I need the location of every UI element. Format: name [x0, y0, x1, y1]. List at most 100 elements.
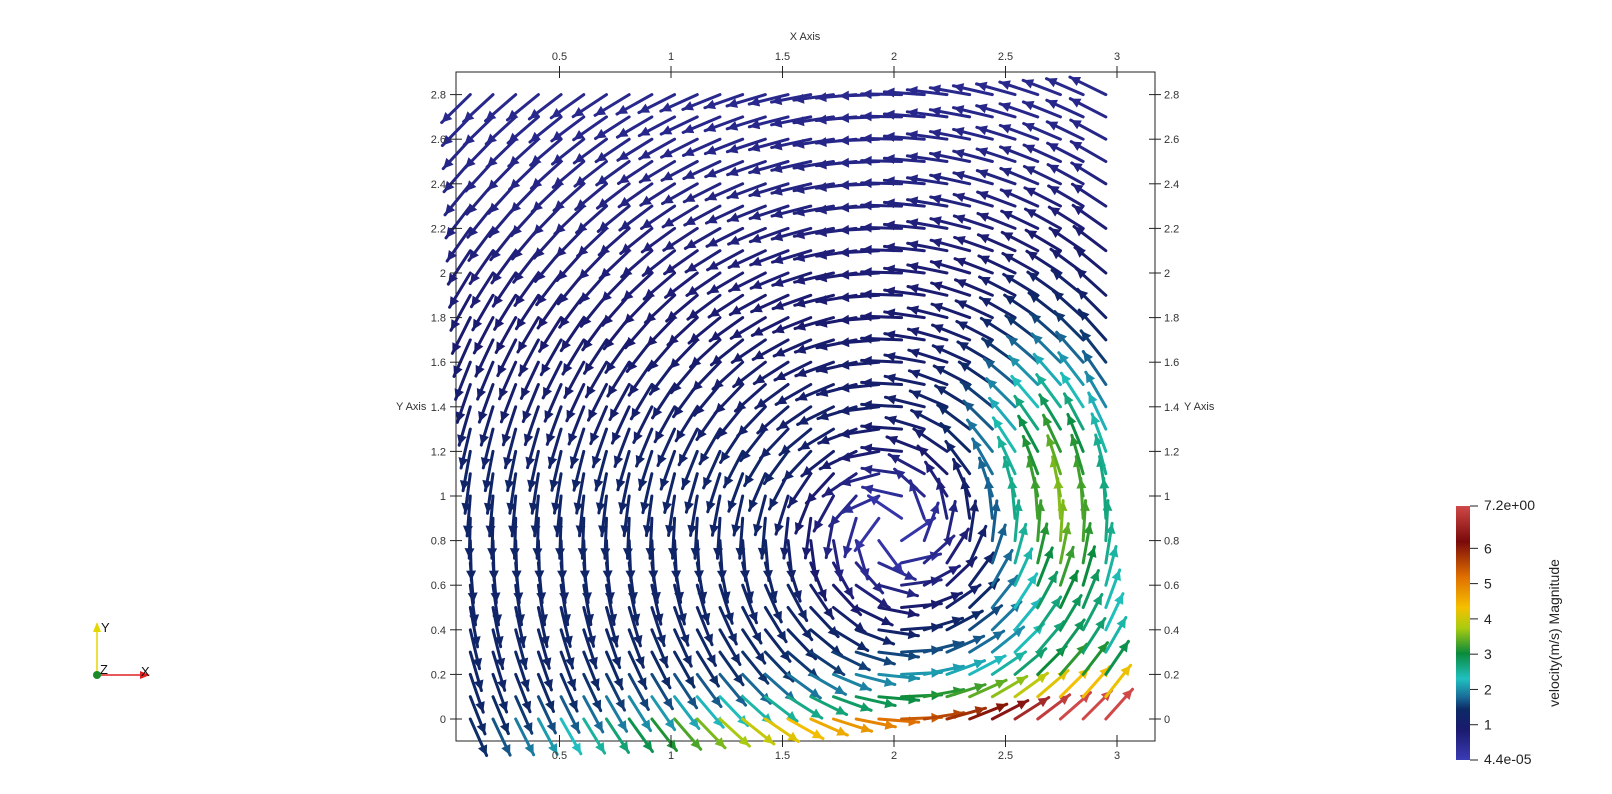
vector-glyph-head: [953, 170, 965, 181]
vector-glyph-head: [908, 327, 920, 337]
vector-glyph-head: [611, 656, 622, 668]
vector-glyph-head: [1005, 315, 1017, 326]
vector-glyph-head: [620, 525, 631, 536]
vector-glyph-head: [817, 387, 829, 397]
vector-glyph-head: [977, 147, 989, 157]
vector-glyph-head: [457, 434, 467, 446]
vector-glyph-head: [637, 478, 648, 490]
vector-glyph-head: [861, 443, 873, 454]
vector-glyph-head: [783, 469, 794, 481]
x-tick-label-bottom: 3: [1114, 750, 1120, 762]
vector-glyph-head: [651, 591, 661, 603]
vector-glyph-head: [935, 385, 947, 396]
vector-glyph-head: [1018, 524, 1028, 536]
vector-glyph-head: [744, 591, 755, 602]
vector-glyph-head: [976, 103, 988, 114]
vector-glyph-head: [465, 157, 476, 168]
vector-glyph-head: [595, 128, 607, 139]
vector-glyph-head: [450, 319, 461, 331]
vector-glyph-head: [627, 360, 638, 372]
vector-glyph-head: [609, 408, 620, 420]
vector-glyph-head: [688, 717, 699, 729]
vector-glyph-head: [816, 159, 827, 170]
vector-glyph-head: [794, 229, 806, 240]
vector-glyph-head: [724, 612, 734, 624]
vector-glyph-head: [788, 495, 799, 507]
vector-glyph-head: [581, 315, 592, 327]
vector-glyph-head: [643, 265, 655, 276]
vector-glyph-head: [575, 199, 587, 210]
vector-glyph-head: [967, 420, 978, 432]
vector-glyph-head: [751, 631, 762, 644]
vector-glyph-head: [979, 276, 991, 286]
vector-glyph-head: [945, 441, 956, 453]
vector-glyph-head: [488, 202, 500, 214]
y-tick-label-right: 1.2: [1164, 446, 1179, 458]
vector-glyph-head: [683, 123, 695, 134]
vector-glyph-head: [546, 433, 556, 445]
vector-glyph-head: [1047, 121, 1059, 131]
vector-glyph-head: [934, 365, 946, 376]
vector-glyph-head: [598, 525, 608, 536]
vector-glyph-head: [1023, 101, 1035, 111]
y-tick-label-right: 0.2: [1164, 669, 1179, 681]
vector-glyph-head: [997, 525, 1007, 537]
vector-glyph-head: [514, 294, 525, 306]
vector-glyph-head: [591, 699, 602, 711]
vector-glyph-head: [519, 364, 529, 376]
vector-glyph-head: [1049, 207, 1061, 217]
vector-glyph-head: [709, 307, 721, 318]
vector-glyph-head: [493, 295, 504, 307]
x-axis-top: 0.5 1 1.5 2 2.5 3: [552, 51, 1120, 78]
vector-glyph-head: [498, 700, 508, 713]
vector-glyph-head: [983, 552, 994, 565]
vector-glyph-head: [955, 257, 967, 267]
vector-glyph-head: [1083, 351, 1094, 363]
vector-glyph-head: [1034, 354, 1045, 366]
vector-glyph-head: [574, 152, 586, 163]
vector-glyph-head: [541, 363, 551, 375]
vector-glyph-head: [795, 321, 806, 331]
vector-glyph-head: [571, 479, 582, 491]
vector-glyph-head: [686, 696, 697, 708]
vector-glyph-head: [892, 561, 903, 573]
vector-glyph-head: [963, 401, 975, 412]
vector-glyph-head: [679, 453, 689, 465]
vector-glyph-head: [703, 476, 713, 488]
vector-glyph-head: [752, 523, 763, 535]
vector-glyph-head: [774, 347, 786, 357]
vector-glyph-head: [600, 548, 611, 559]
vector-glyph-head: [1002, 457, 1012, 469]
vector-glyph-head: [561, 339, 572, 351]
vector-glyph-head: [838, 247, 850, 258]
vector-glyph-head: [763, 733, 774, 744]
vector-glyph-head: [932, 324, 944, 334]
vector-glyph-head: [595, 502, 606, 513]
vector-glyph-head: [786, 569, 797, 581]
vector-glyph-head: [859, 681, 871, 691]
vector-glyph-head: [1050, 228, 1062, 238]
vector-glyph-head: [772, 231, 784, 242]
vector-glyph-head: [500, 410, 510, 422]
vector-glyph-head: [817, 588, 827, 601]
vector-glyph-head: [744, 474, 755, 486]
vector-glyph-head: [641, 218, 653, 229]
y-tick-label-right: 2.8: [1164, 90, 1179, 102]
vector-glyph-head: [648, 359, 659, 371]
vector-glyph-head: [1086, 546, 1097, 558]
vector-glyph-head: [700, 612, 711, 624]
y-tick-label-right: 1.6: [1164, 357, 1179, 369]
x-tick-label-bottom: 0.5: [552, 750, 567, 762]
vector-glyph-head: [878, 597, 890, 608]
vector-glyph-head: [682, 101, 694, 111]
colorbar-tick-label: 3: [1484, 646, 1492, 662]
vector-glyph-head: [748, 611, 758, 623]
vector-glyph-head: [1024, 144, 1036, 154]
vector-glyph-head: [816, 272, 828, 283]
vector-glyph-head: [471, 295, 482, 307]
vector-glyph-head: [727, 500, 737, 512]
vector-glyph-head: [593, 479, 604, 491]
vector-glyph-head: [650, 383, 661, 395]
vector-glyph-head: [1018, 416, 1028, 428]
vector-glyph-head: [968, 585, 981, 595]
